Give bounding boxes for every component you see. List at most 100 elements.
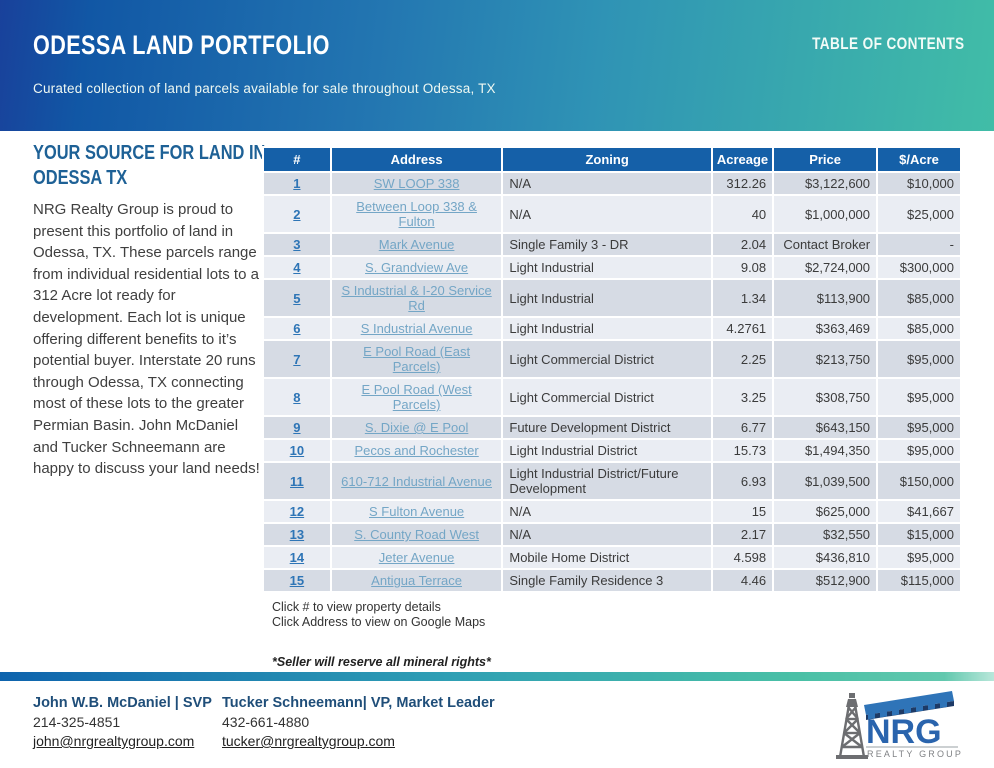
acreage-cell: 3.25 [712, 379, 773, 415]
column-header-price: Price [774, 148, 877, 171]
table-row: 7 E Pool Road (East Parcels) Light Commerc… [264, 341, 960, 377]
zoning-cell: N/A [503, 196, 711, 232]
acreage-cell: 15 [712, 501, 773, 522]
property-number-link[interactable]: 11 [290, 473, 304, 489]
address-link[interactable]: S. Grandview Ave [365, 260, 469, 275]
address-link[interactable]: Between Loop 338 & Fulton [356, 199, 477, 229]
address-link[interactable]: Mark Avenue [378, 237, 455, 252]
table-row: 10 Pecos and Rochester Light Industrial Di… [264, 440, 960, 461]
note-click-number: Click # to view property details [272, 600, 441, 614]
zoning-cell: Light Industrial [503, 257, 711, 278]
sidebar-paragraph: NRG Realty Group is proud to present thi… [33, 201, 260, 478]
acreage-cell: 4.46 [712, 570, 773, 591]
acreage-cell: 9.08 [712, 257, 773, 278]
nrg-logo-subtext: REALTY GROUP [867, 749, 963, 759]
acreage-cell: 6.77 [712, 417, 773, 438]
oil-derrick-top [836, 693, 868, 759]
parcels-table-header: # Address Zoning Acreage Price $/Acre [264, 148, 960, 171]
property-number-link[interactable]: 8 [293, 389, 301, 405]
property-number-link[interactable]: 7 [293, 351, 301, 367]
header-banner: ODESSA LAND PORTFOLIO TABLE OF CONTENTS … [0, 0, 994, 131]
table-row: 8 E Pool Road (West Parcels) Light Commerc… [264, 379, 960, 415]
address-link[interactable]: Jeter Avenue [378, 550, 455, 565]
property-number-link[interactable]: 15 [289, 573, 305, 588]
price-per-acre-cell: $115,000 [878, 570, 960, 591]
table-of-contents-label: TABLE OF CONTENTS [811, 34, 964, 53]
zoning-cell: Light Commercial District [503, 341, 711, 377]
address-link[interactable]: S. Dixie @ E Pool [364, 420, 469, 435]
table-row: 15 Antigua Terrace Single Family Residence… [264, 570, 960, 591]
property-number-link[interactable]: 10 [289, 443, 305, 458]
price-per-acre-cell: $95,000 [878, 341, 960, 377]
address-link[interactable]: Antigua Terrace [371, 573, 462, 588]
price-cell: $1,039,500 [774, 463, 877, 499]
zoning-cell: Light Industrial District/Future Develop… [503, 463, 711, 499]
acreage-cell: 15.73 [712, 440, 773, 461]
address-link[interactable]: E Pool Road (West Parcels) [361, 382, 472, 412]
sidebar-heading: YOUR SOURCE FOR LAND IN ODESSA TX [33, 142, 266, 189]
property-number-link[interactable]: 9 [293, 420, 301, 435]
column-header-zoning: Zoning [503, 148, 711, 171]
price-cell: $643,150 [774, 417, 877, 438]
address-link[interactable]: S Industrial Avenue [360, 321, 473, 336]
price-per-acre-cell: $300,000 [878, 257, 960, 278]
address-link[interactable]: S. County Road West [354, 527, 479, 542]
price-cell: $1,494,350 [774, 440, 877, 461]
price-per-acre-cell: $25,000 [878, 196, 960, 232]
contact-email-link[interactable]: tucker@nrgrealtygroup.com [222, 733, 395, 749]
acreage-cell: 6.93 [712, 463, 773, 499]
address-link[interactable]: E Pool Road (East Parcels) [363, 344, 471, 374]
acreage-cell: 40 [712, 196, 773, 232]
address-link[interactable]: 610-712 Industrial Avenue [341, 473, 492, 489]
price-per-acre-cell: $95,000 [878, 379, 960, 415]
property-number-link[interactable]: 5 [293, 290, 301, 306]
table-row: 6 S Industrial Avenue Light Industrial 4.27… [264, 318, 960, 339]
address-link[interactable]: Pecos and Rochester [354, 443, 479, 458]
acreage-cell: 4.598 [712, 547, 773, 568]
footer-gradient-divider [0, 672, 994, 681]
zoning-cell: Future Development District [503, 417, 711, 438]
property-number-link[interactable]: 3 [293, 237, 301, 252]
property-number-link[interactable]: 1 [293, 176, 301, 191]
page-subtitle: Curated collection of land parcels avail… [33, 81, 496, 96]
zoning-cell: Single Family Residence 3 [503, 570, 711, 591]
property-number-link[interactable]: 13 [289, 527, 305, 542]
price-per-acre-cell: $150,000 [878, 463, 960, 499]
price-per-acre-cell: $41,667 [878, 501, 960, 522]
price-cell: Contact Broker [774, 234, 877, 255]
property-number-link[interactable]: 14 [289, 550, 305, 565]
table-row: 1 SW LOOP 338 N/A 312.26 $3,122,600 $10,000 [264, 173, 960, 194]
price-cell: $1,000,000 [774, 196, 877, 232]
address-link[interactable]: S Industrial & I-20 Service Rd [341, 283, 492, 313]
zoning-cell: Light Industrial [503, 318, 711, 339]
zoning-cell: Mobile Home District [503, 547, 711, 568]
acreage-cell: 2.17 [712, 524, 773, 545]
zoning-cell: Light Commercial District [503, 379, 711, 415]
property-number-link[interactable]: 4 [293, 260, 301, 275]
property-number-link[interactable]: 2 [293, 206, 301, 222]
property-number-link[interactable]: 6 [293, 321, 301, 336]
zoning-cell: Light Industrial [503, 280, 711, 316]
parcels-table: # Address Zoning Acreage Price $/Acre 1 SW LOO… [262, 146, 962, 593]
price-cell: $3,122,600 [774, 173, 877, 194]
price-per-acre-cell: $15,000 [878, 524, 960, 545]
price-per-acre-cell: $95,000 [878, 547, 960, 568]
contact-email-link[interactable]: john@nrgrealtygroup.com [33, 733, 195, 749]
price-cell: $363,469 [774, 318, 877, 339]
zoning-cell: Light Industrial District [503, 440, 711, 461]
price-per-acre-cell: $85,000 [878, 318, 960, 339]
address-link[interactable]: S Fulton Avenue [369, 504, 465, 519]
table-row: 13 S. County Road West N/A 2.17 $32,550 $15,0… [264, 524, 960, 545]
contact-phone: 432-661-4880 [222, 714, 310, 730]
table-row: 2 Between Loop 338 & Fulton N/A 40 $1,000,00… [264, 196, 960, 232]
price-cell: $625,000 [774, 501, 877, 522]
property-number-link[interactable]: 12 [289, 504, 305, 519]
column-header-address: Address [331, 148, 502, 171]
price-per-acre-cell: $10,000 [878, 173, 960, 194]
address-link[interactable]: SW LOOP 338 [373, 176, 460, 191]
price-cell: $32,550 [774, 524, 877, 545]
price-cell: $2,724,000 [774, 257, 877, 278]
zoning-cell: N/A [503, 173, 711, 194]
contact-john: John W.B. McDaniel | SVP 214-325-4851 jo… [33, 695, 212, 751]
